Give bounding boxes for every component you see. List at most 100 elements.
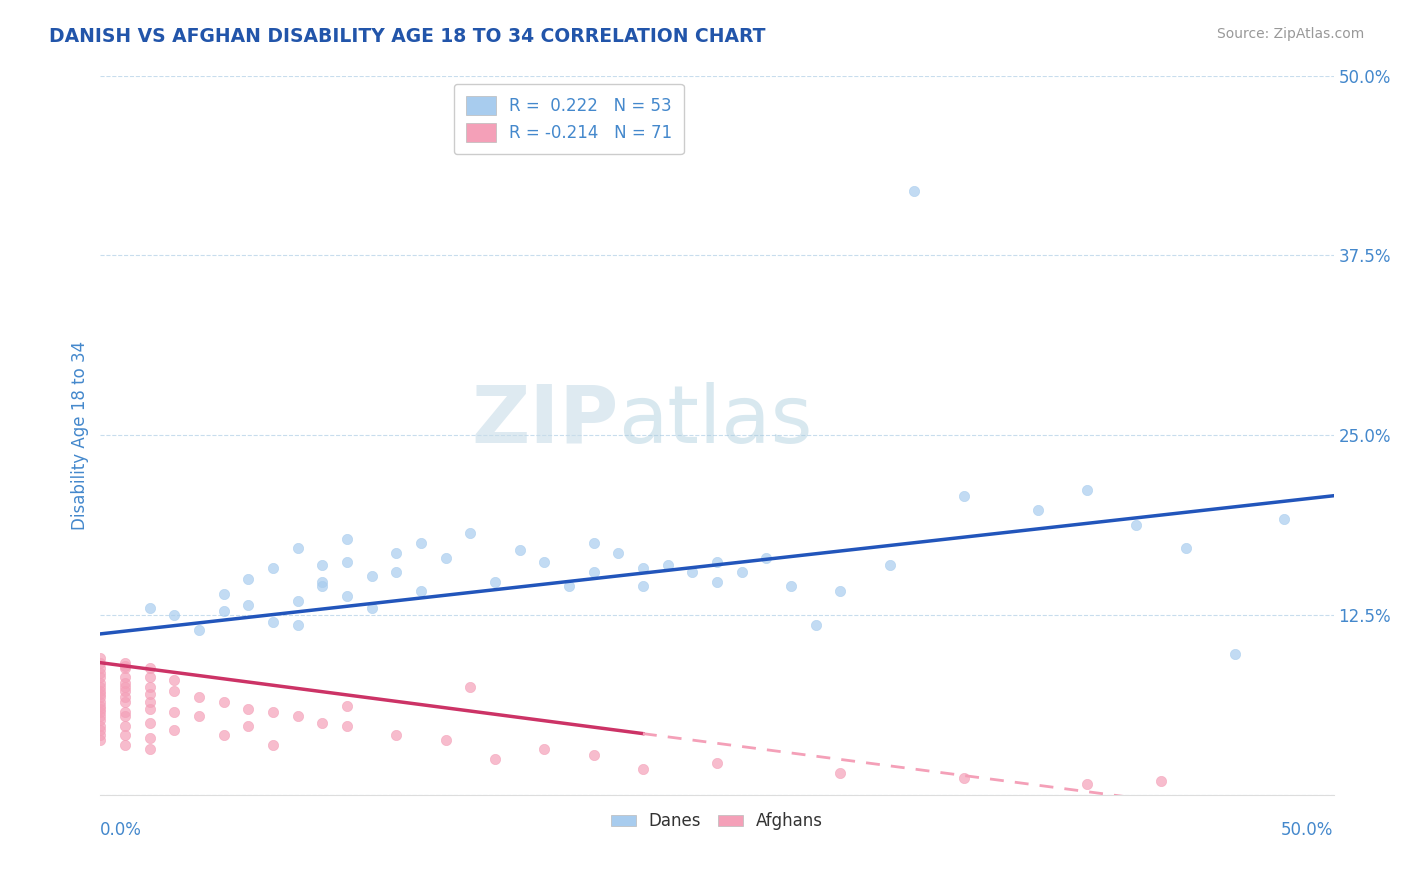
Point bbox=[582, 536, 605, 550]
Point bbox=[336, 532, 359, 546]
Point bbox=[163, 608, 186, 623]
Point bbox=[533, 742, 555, 756]
Point bbox=[657, 558, 679, 572]
Point bbox=[89, 698, 111, 713]
Point bbox=[89, 684, 111, 698]
Point bbox=[903, 184, 925, 198]
Point bbox=[114, 694, 136, 708]
Point bbox=[730, 565, 752, 579]
Point bbox=[311, 558, 333, 572]
Point bbox=[114, 684, 136, 698]
Point bbox=[879, 558, 901, 572]
Point bbox=[1150, 773, 1173, 788]
Point bbox=[631, 762, 654, 776]
Point bbox=[138, 687, 160, 701]
Point bbox=[238, 572, 260, 586]
Point bbox=[138, 661, 160, 675]
Point bbox=[89, 661, 111, 675]
Point bbox=[287, 618, 309, 632]
Point bbox=[163, 673, 186, 687]
Point bbox=[311, 575, 333, 590]
Point bbox=[89, 680, 111, 694]
Point bbox=[311, 716, 333, 731]
Text: atlas: atlas bbox=[619, 382, 813, 460]
Point bbox=[706, 575, 728, 590]
Point bbox=[238, 702, 260, 716]
Point bbox=[780, 579, 803, 593]
Point bbox=[631, 579, 654, 593]
Point bbox=[138, 716, 160, 731]
Point bbox=[89, 705, 111, 719]
Point bbox=[163, 723, 186, 738]
Point bbox=[287, 594, 309, 608]
Point bbox=[607, 546, 630, 560]
Point bbox=[755, 550, 778, 565]
Point bbox=[212, 586, 235, 600]
Point bbox=[89, 694, 111, 708]
Point bbox=[1272, 512, 1295, 526]
Point bbox=[114, 680, 136, 694]
Point bbox=[385, 546, 408, 560]
Point bbox=[188, 690, 211, 705]
Point bbox=[434, 550, 457, 565]
Point bbox=[336, 555, 359, 569]
Point bbox=[311, 579, 333, 593]
Point bbox=[114, 719, 136, 733]
Point bbox=[89, 687, 111, 701]
Point bbox=[114, 709, 136, 723]
Text: DANISH VS AFGHAN DISABILITY AGE 18 TO 34 CORRELATION CHART: DANISH VS AFGHAN DISABILITY AGE 18 TO 34… bbox=[49, 27, 766, 45]
Point bbox=[385, 565, 408, 579]
Point bbox=[1223, 647, 1246, 661]
Point bbox=[89, 676, 111, 690]
Point bbox=[89, 651, 111, 665]
Point bbox=[89, 709, 111, 723]
Point bbox=[114, 661, 136, 675]
Point bbox=[558, 579, 581, 593]
Point bbox=[138, 670, 160, 684]
Point bbox=[830, 583, 852, 598]
Point bbox=[262, 738, 284, 752]
Point bbox=[409, 536, 432, 550]
Point bbox=[484, 575, 506, 590]
Point bbox=[89, 665, 111, 680]
Point bbox=[89, 728, 111, 742]
Text: Source: ZipAtlas.com: Source: ZipAtlas.com bbox=[1216, 27, 1364, 41]
Point bbox=[138, 601, 160, 615]
Text: 0.0%: 0.0% bbox=[100, 821, 142, 838]
Point bbox=[582, 747, 605, 762]
Point bbox=[360, 569, 382, 583]
Point bbox=[681, 565, 703, 579]
Point bbox=[706, 555, 728, 569]
Point bbox=[262, 615, 284, 630]
Point bbox=[287, 709, 309, 723]
Point bbox=[138, 731, 160, 745]
Point bbox=[385, 728, 408, 742]
Point bbox=[89, 690, 111, 705]
Point bbox=[89, 656, 111, 670]
Point bbox=[262, 705, 284, 719]
Y-axis label: Disability Age 18 to 34: Disability Age 18 to 34 bbox=[72, 341, 89, 530]
Point bbox=[212, 728, 235, 742]
Point bbox=[238, 598, 260, 612]
Legend: Danes, Afghans: Danes, Afghans bbox=[603, 805, 830, 837]
Point bbox=[484, 752, 506, 766]
Point bbox=[238, 719, 260, 733]
Point bbox=[262, 560, 284, 574]
Point bbox=[1125, 517, 1147, 532]
Point bbox=[138, 694, 160, 708]
Point bbox=[212, 694, 235, 708]
Point bbox=[458, 680, 481, 694]
Text: 50.0%: 50.0% bbox=[1281, 821, 1333, 838]
Point bbox=[1174, 541, 1197, 555]
Point bbox=[114, 670, 136, 684]
Point bbox=[114, 738, 136, 752]
Point bbox=[114, 705, 136, 719]
Point bbox=[89, 719, 111, 733]
Point bbox=[706, 756, 728, 771]
Point bbox=[409, 583, 432, 598]
Point bbox=[582, 565, 605, 579]
Point bbox=[114, 656, 136, 670]
Point bbox=[212, 604, 235, 618]
Point bbox=[287, 541, 309, 555]
Point bbox=[952, 489, 974, 503]
